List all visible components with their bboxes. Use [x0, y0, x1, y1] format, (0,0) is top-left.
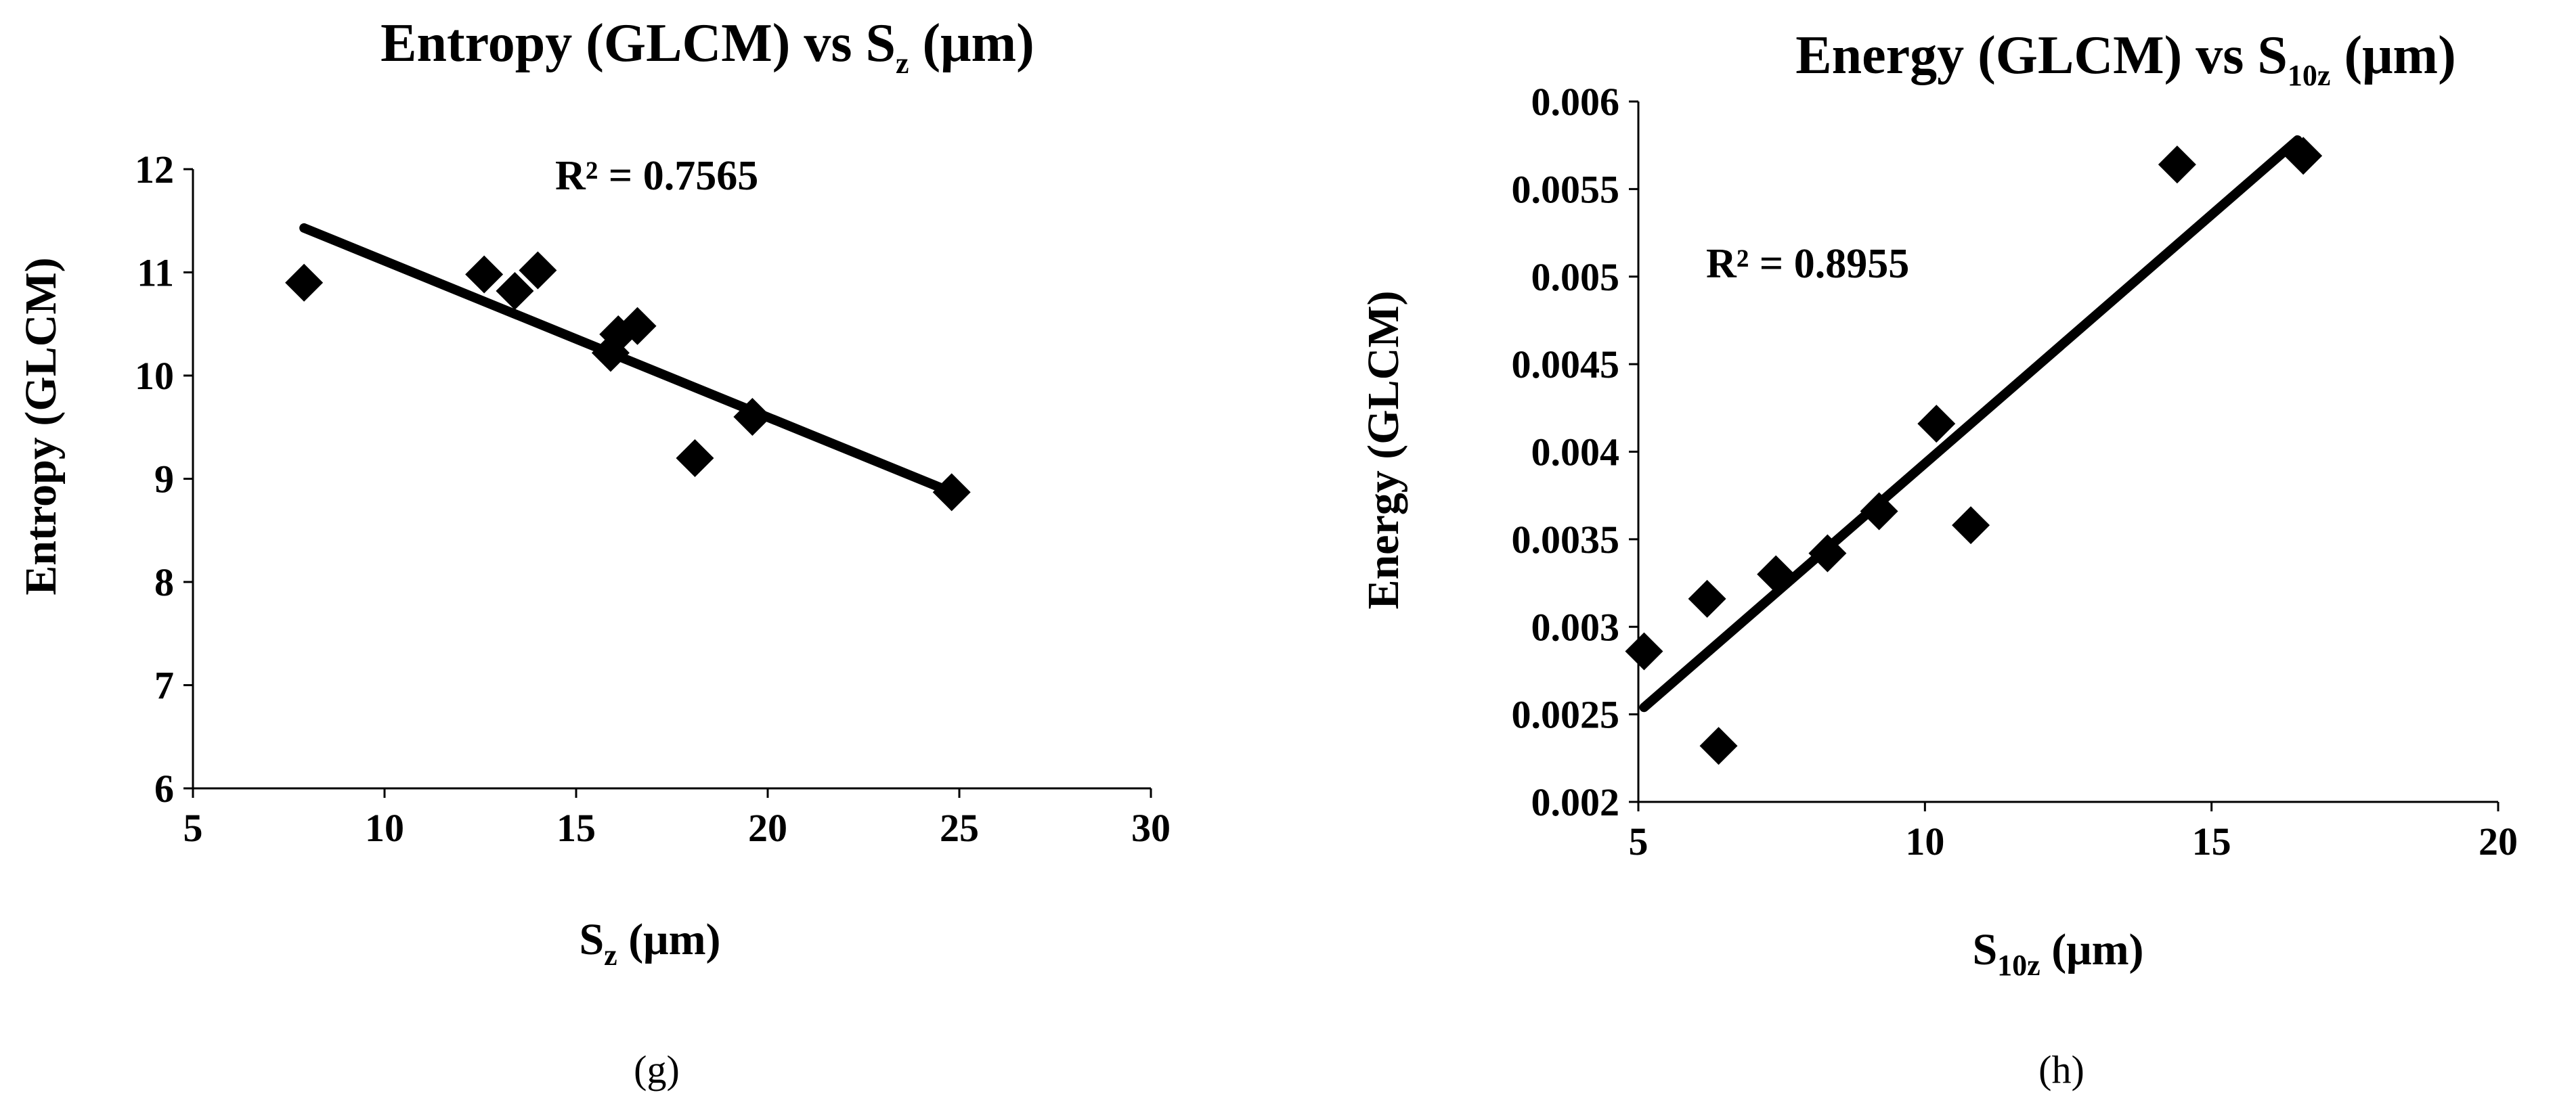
x-tick-label: 5	[1629, 819, 1649, 863]
data-point	[1699, 727, 1738, 765]
y-tick-label: 0.005	[1531, 255, 1620, 299]
title-main: Entropy (GLCM) vs S	[380, 14, 896, 73]
data-point	[496, 271, 534, 310]
panel-label: (h)	[2038, 1048, 2084, 1092]
data-point	[1952, 506, 1990, 545]
data-points	[1625, 137, 2323, 765]
x-tick-label: 10	[1905, 819, 1944, 863]
x-tick-label: 20	[2479, 819, 2518, 863]
y-tick-label: 0.0055	[1512, 167, 1620, 211]
r-squared-label: R² = 0.8955	[1706, 241, 1909, 287]
xlabel-main: S	[1972, 925, 1997, 974]
title-unit: (μm)	[909, 14, 1034, 73]
data-point	[519, 251, 557, 290]
x-tick-label: 15	[556, 806, 596, 850]
y-ticks: 6 7 8 9 10 11 12	[135, 148, 193, 811]
y-tick-label: 12	[135, 148, 174, 192]
y-tick-label: 0.0035	[1512, 518, 1620, 562]
y-tick-label: 6	[154, 767, 174, 811]
y-tick-label: 0.006	[1531, 80, 1620, 124]
x-tick-label: 5	[183, 806, 203, 850]
y-tick-label: 11	[137, 251, 174, 295]
panel-label: (g)	[634, 1048, 680, 1092]
data-point	[1860, 492, 1898, 531]
x-tick-label: 10	[365, 806, 404, 850]
xlabel-main: S	[579, 915, 604, 964]
y-axis-label: Entropy (GLCM)	[16, 257, 66, 595]
data-point	[465, 255, 504, 294]
x-tick-label: 20	[748, 806, 787, 850]
data-point	[1757, 555, 1795, 593]
y-tick-label: 0.004	[1531, 430, 1620, 474]
data-point	[1917, 405, 1956, 443]
xlabel-subscript: 10z	[1997, 949, 2040, 982]
y-tick-label: 0.0025	[1512, 693, 1620, 737]
data-point	[733, 398, 772, 436]
data-point	[2158, 145, 2196, 184]
y-tick-label: 10	[135, 354, 174, 398]
title-subscript: 10z	[2288, 59, 2331, 92]
y-tick-label: 8	[154, 560, 174, 604]
y-ticks: 0.002 0.0025 0.003 0.0035 0.004 0.0045 0.005 0.…	[1512, 80, 1638, 824]
y-axis-label: Energy (GLCM)	[1359, 290, 1408, 609]
data-point	[1625, 632, 1663, 671]
data-point	[1808, 534, 1847, 572]
data-point	[1688, 579, 1726, 618]
y-tick-label: 9	[154, 457, 174, 501]
data-point	[618, 307, 657, 345]
x-tick-label: 15	[2192, 819, 2231, 863]
x-axis-label: S10z (μm)	[1972, 925, 2143, 982]
chart-title: Entropy (GLCM) vs Sz (μm)	[380, 14, 1034, 80]
title-unit: (μm)	[2330, 26, 2455, 85]
x-tick-label: 25	[940, 806, 979, 850]
xlabel-unit: (μm)	[2040, 925, 2144, 974]
data-point	[285, 263, 324, 302]
data-point	[932, 473, 971, 512]
y-tick-label: 7	[154, 664, 174, 708]
xlabel-unit: (μm)	[617, 915, 721, 964]
x-ticks: 5 10 15 20	[1629, 802, 2518, 863]
title-subscript: z	[896, 47, 909, 80]
x-axis-label: Sz (μm)	[579, 915, 720, 972]
chart-energy-vs-s10z: Energy (GLCM) vs S10z (μm) 0.0020.00250.…	[1359, 26, 2518, 1092]
chart-title: Energy (GLCM) vs S10z (μm)	[1795, 26, 2455, 92]
x-ticks: 5 10 15 20 25 30	[183, 788, 1171, 850]
trendline	[299, 223, 957, 497]
data-point	[676, 439, 714, 477]
y-tick-label: 0.003	[1531, 605, 1620, 649]
r-squared-label: R² = 0.7565	[555, 153, 758, 199]
y-tick-label: 0.0045	[1512, 342, 1620, 386]
xlabel-subscript: z	[604, 939, 617, 972]
data-point	[2284, 137, 2323, 175]
title-main: Energy (GLCM) vs S	[1795, 26, 2288, 85]
x-tick-label: 30	[1131, 806, 1171, 850]
trendline	[1639, 135, 2302, 713]
data-points	[285, 251, 971, 512]
y-tick-label: 0.002	[1531, 780, 1620, 824]
